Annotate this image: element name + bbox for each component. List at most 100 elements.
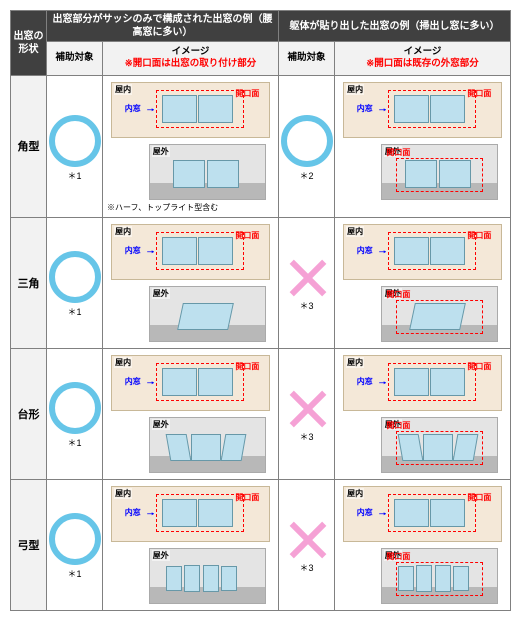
open-label: 開口面 (235, 88, 259, 99)
sub-elig-2: 補助対象 (279, 42, 335, 76)
open-label: 開口面 (467, 492, 491, 503)
eligibility-cell-2: ＊3 (279, 348, 335, 479)
image-cell-2: 屋内 開口面 内窓 屋外 開口面 (335, 479, 511, 610)
eligibility-cell-1: ＊1 (47, 479, 103, 610)
image-cell-1: 屋内 開口面 内窓 屋外 (103, 217, 279, 348)
image-cell-1: 屋内 開口面 内窓 屋外 (103, 348, 279, 479)
shape-label: 弓型 (11, 479, 47, 610)
table-row: 弓型＊1 屋内 開口面 内窓 屋外 ＊3 屋内 開口面 内窓 (11, 479, 511, 610)
sub-img-1: イメージ ※開口面は出窓の取り付け部分 (103, 42, 279, 76)
indoor-diagram: 屋内 開口面 内窓 (343, 486, 502, 542)
indoor-tag: 屋内 (346, 357, 364, 368)
eligibility-cell-1: ＊1 (47, 348, 103, 479)
outdoor-diagram: 屋外 (149, 548, 266, 604)
outdoor-tag: 屋外 (152, 288, 170, 299)
note-2: ＊3 (281, 561, 332, 574)
open-label-out: 開口面 (386, 551, 410, 562)
open-label: 開口面 (467, 361, 491, 372)
indoor-diagram: 屋内 開口面 内窓 (111, 486, 270, 542)
note-1: ＊1 (49, 169, 100, 182)
group1-header: 出窓部分がサッシのみで構成された出窓の例（腰高窓に多い） (47, 11, 279, 42)
outdoor-diagram: 屋外 (149, 144, 266, 200)
inner-label: 内窓 (125, 376, 141, 387)
open-label-out: 開口面 (386, 147, 410, 158)
image-cell-1: 屋内 開口面 内窓 屋外 ※ハーフ、トップライト型含む (103, 75, 279, 217)
shape-label: 台形 (11, 348, 47, 479)
sub-elig-1: 補助対象 (47, 42, 103, 76)
sub-note-1: ※開口面は出窓の取り付け部分 (125, 58, 256, 69)
circle-yes-icon (49, 513, 101, 565)
corner-header: 出窓の形状 (11, 11, 47, 76)
sub-img-label-2: イメージ (404, 46, 442, 57)
circle-yes-icon (49, 115, 101, 167)
inner-label: 内窓 (357, 245, 373, 256)
open-label: 開口面 (467, 88, 491, 99)
image-cell-1: 屋内 開口面 内窓 屋外 (103, 479, 279, 610)
indoor-diagram: 屋内 開口面 内窓 (343, 82, 502, 138)
shape-label: 角型 (11, 75, 47, 217)
x-no-icon (287, 388, 327, 428)
eligibility-cell-2: ＊2 (279, 75, 335, 217)
indoor-tag: 屋内 (114, 357, 132, 368)
indoor-tag: 屋内 (346, 488, 364, 499)
group2-header: 躯体が貼り出した出窓の例（掃出し窓に多い） (279, 11, 511, 42)
outdoor-tag: 屋外 (152, 419, 170, 430)
table-row: 角型＊1 屋内 開口面 内窓 屋外 ※ハーフ、トップライト型含む＊2 屋内 開口… (11, 75, 511, 217)
open-label: 開口面 (235, 361, 259, 372)
sub-img-2: イメージ ※開口面は既存の外窓部分 (335, 42, 511, 76)
indoor-diagram: 屋内 開口面 内窓 (111, 224, 270, 280)
inner-label: 内窓 (357, 376, 373, 387)
outdoor-diagram: 屋外 開口面 (381, 548, 498, 604)
bay-window-table: 出窓の形状 出窓部分がサッシのみで構成された出窓の例（腰高窓に多い） 躯体が貼り… (10, 10, 511, 611)
inner-label: 内窓 (125, 103, 141, 114)
outdoor-diagram: 屋外 (149, 417, 266, 473)
eligibility-cell-1: ＊1 (47, 217, 103, 348)
indoor-tag: 屋内 (346, 84, 364, 95)
x-no-icon (287, 519, 327, 559)
indoor-tag: 屋内 (114, 84, 132, 95)
outdoor-tag: 屋外 (152, 146, 170, 157)
inner-label: 内窓 (357, 507, 373, 518)
note-1: ＊1 (49, 436, 100, 449)
indoor-tag: 屋内 (114, 226, 132, 237)
note-1: ＊1 (49, 305, 100, 318)
outdoor-diagram: 屋外 開口面 (381, 417, 498, 473)
indoor-diagram: 屋内 開口面 内窓 (343, 224, 502, 280)
table-row: 台形＊1 屋内 開口面 内窓 屋外 ＊3 屋内 開口面 内窓 屋外 (11, 348, 511, 479)
note-1: ＊1 (49, 567, 100, 580)
open-label-out: 開口面 (386, 420, 410, 431)
note-2: ＊2 (281, 169, 332, 182)
circle-yes-icon (49, 251, 101, 303)
inner-label: 内窓 (125, 507, 141, 518)
inner-label: 内窓 (125, 245, 141, 256)
circle-yes-icon (49, 382, 101, 434)
indoor-tag: 屋内 (114, 488, 132, 499)
note-2: ＊3 (281, 299, 332, 312)
outdoor-diagram: 屋外 開口面 (381, 286, 498, 342)
table-row: 三角＊1 屋内 開口面 内窓 屋外 ＊3 屋内 開口面 内窓 屋外 開口面 (11, 217, 511, 348)
open-label-out: 開口面 (386, 289, 410, 300)
note-2: ＊3 (281, 430, 332, 443)
header-row-1: 出窓の形状 出窓部分がサッシのみで構成された出窓の例（腰高窓に多い） 躯体が貼り… (11, 11, 511, 42)
x-no-icon (287, 257, 327, 297)
image-cell-2: 屋内 開口面 内窓 屋外 開口面 (335, 217, 511, 348)
open-label: 開口面 (235, 230, 259, 241)
sub-img-label: イメージ (172, 46, 210, 57)
inner-label: 内窓 (357, 103, 373, 114)
sub-note-2: ※開口面は既存の外窓部分 (366, 58, 478, 69)
eligibility-cell-2: ＊3 (279, 217, 335, 348)
eligibility-cell-1: ＊1 (47, 75, 103, 217)
open-label: 開口面 (467, 230, 491, 241)
half-note: ※ハーフ、トップライト型含む (107, 202, 274, 213)
outdoor-diagram: 屋外 (149, 286, 266, 342)
outdoor-tag: 屋外 (152, 550, 170, 561)
indoor-diagram: 屋内 開口面 内窓 (111, 82, 270, 138)
indoor-tag: 屋内 (346, 226, 364, 237)
header-row-2: 補助対象 イメージ ※開口面は出窓の取り付け部分 補助対象 イメージ ※開口面は… (11, 42, 511, 76)
indoor-diagram: 屋内 開口面 内窓 (111, 355, 270, 411)
eligibility-cell-2: ＊3 (279, 479, 335, 610)
image-cell-2: 屋内 開口面 内窓 屋外 開口面 (335, 75, 511, 217)
shape-label: 三角 (11, 217, 47, 348)
image-cell-2: 屋内 開口面 内窓 屋外 開口面 (335, 348, 511, 479)
open-label: 開口面 (235, 492, 259, 503)
